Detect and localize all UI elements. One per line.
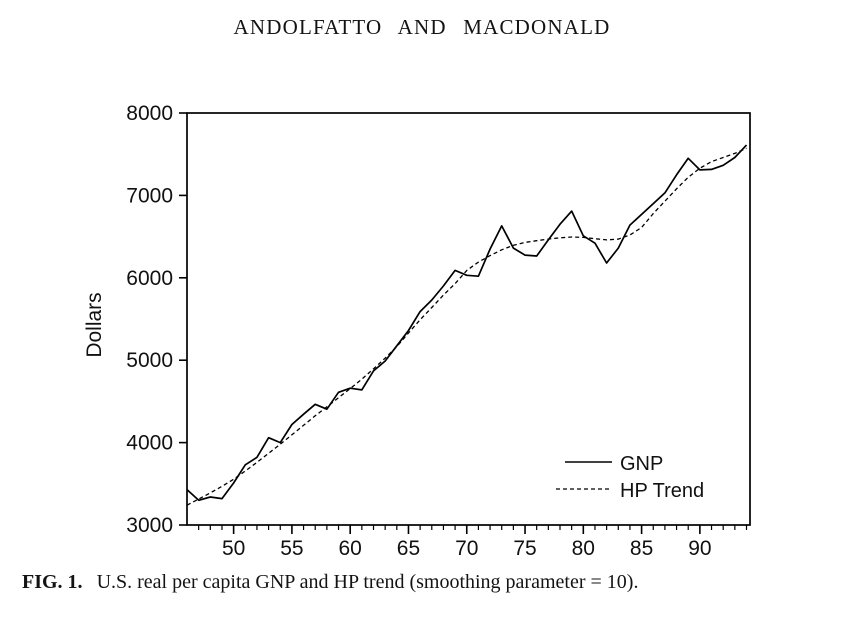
running-head: ANDOLFATTO AND MACDONALD <box>233 15 611 39</box>
figure-caption-text: U.S. real per capita GNP and HP trend (s… <box>96 571 639 593</box>
y-tick-label: 8000 <box>126 102 173 125</box>
legend-label: GNP <box>620 453 663 475</box>
legend-label: HP Trend <box>620 480 704 502</box>
x-tick-label: 85 <box>630 537 653 560</box>
y-tick-label: 6000 <box>126 267 173 290</box>
series-gnp <box>186 144 748 502</box>
x-tick-label: 75 <box>513 537 536 560</box>
legend: GNP HP Trend <box>556 453 704 502</box>
x-tick-label: 70 <box>455 537 478 560</box>
y-axis: 3000 4000 5000 6000 7000 8000 <box>126 102 187 537</box>
y-tick-label: 7000 <box>126 184 173 207</box>
figure-caption: FIG. 1. U.S. real per capita GNP and HP t… <box>22 571 828 594</box>
y-tick-label: 5000 <box>126 349 173 372</box>
y-tick-label: 4000 <box>126 432 173 455</box>
plot-frame <box>186 112 751 526</box>
x-axis: 50 55 60 65 70 75 80 85 90 <box>198 525 748 560</box>
x-tick-label: 50 <box>222 537 245 560</box>
series-hp-trend <box>186 147 747 506</box>
x-tick-label: 60 <box>339 537 362 560</box>
figure-number-label: FIG. 1. <box>22 571 83 593</box>
y-axis-title: Dollars <box>83 292 106 357</box>
x-tick-label: 65 <box>397 537 420 560</box>
x-tick-label: 80 <box>572 537 595 560</box>
x-tick-label: 90 <box>688 537 711 560</box>
x-tick-label: 55 <box>280 537 303 560</box>
y-tick-label: 3000 <box>126 514 173 537</box>
